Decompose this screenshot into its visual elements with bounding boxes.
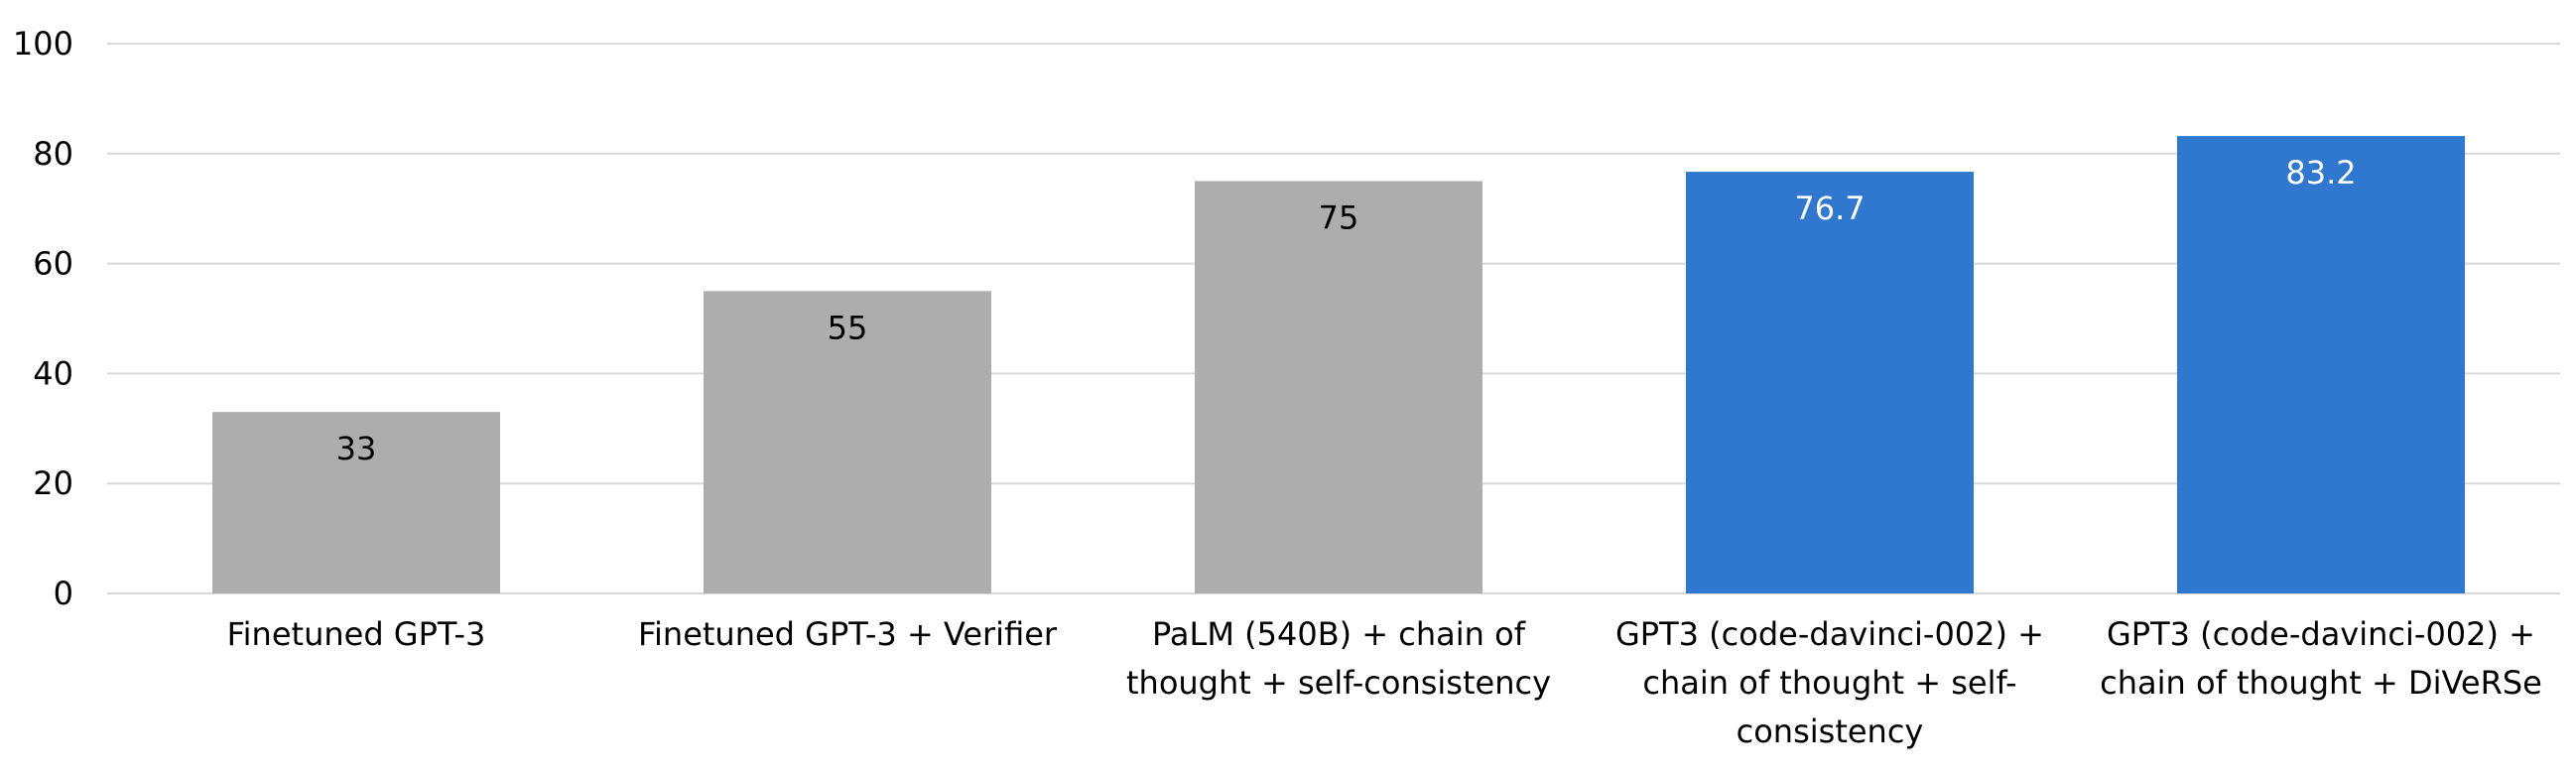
bar [704,291,991,593]
bar-value-label: 55 [828,309,868,346]
category-label-line: chain of thought + DiVeRSe [2100,664,2542,702]
category-label: Finetuned GPT-3 + Verifier [638,615,1058,653]
y-tick-label: 40 [33,354,73,392]
y-tick-label: 60 [33,245,73,283]
bar-value-label: 33 [336,430,377,467]
bar [212,412,500,593]
category-label-line: Finetuned GPT-3 [227,615,486,653]
category-label: GPT3 (code-davinci-002) + chain of though… [1615,615,2044,750]
bars [212,136,2465,593]
data-labels: 33 55 75 76.7 83.2 [336,154,2357,467]
bar [1195,181,1482,593]
x-axis-category-labels: Finetuned GPT-3 Finetuned GPT-3 + Verifie… [227,615,2542,750]
y-tick-label: 20 [33,464,73,502]
y-tick-label: 100 [13,25,73,63]
y-axis-tick-labels: 0 20 40 60 80 100 [13,25,73,612]
y-tick-label: 80 [33,135,73,173]
category-label-line: GPT3 (code-davinci-002) + [2107,615,2535,653]
category-label-line: Finetuned GPT-3 + Verifier [638,615,1058,653]
category-label: Finetuned GPT-3 [227,615,486,653]
category-label-line: PaLM (540B) + chain of [1152,615,1526,653]
bar-value-label: 75 [1319,199,1359,237]
category-label-line: chain of thought + self- [1642,664,2016,702]
category-label-line: consistency [1737,713,1924,750]
category-label-line: GPT3 (code-davinci-002) + [1615,615,2044,653]
bar-value-label: 76.7 [1794,190,1865,227]
bar-value-label: 83.2 [2285,154,2356,192]
category-label: PaLM (540B) + chain of thought + self-con… [1126,615,1551,702]
category-label: GPT3 (code-davinci-002) + chain of though… [2100,615,2542,702]
category-label-line: thought + self-consistency [1126,664,1551,702]
y-tick-label: 0 [54,575,73,612]
bar [1686,172,1974,593]
bar [2177,136,2465,593]
